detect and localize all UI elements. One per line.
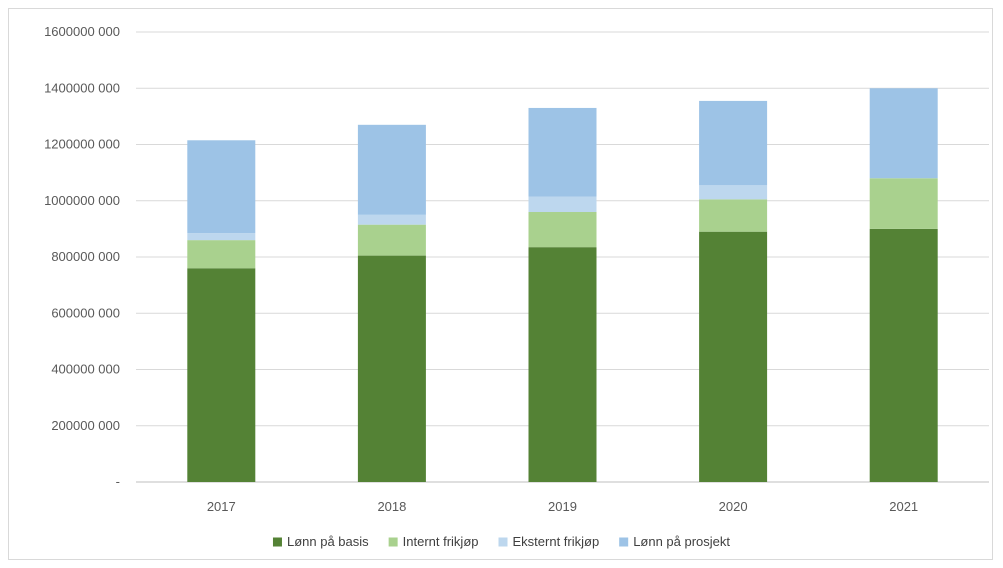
y-tick-label: 400000 000 bbox=[51, 362, 120, 377]
x-tick-label: 2019 bbox=[548, 499, 577, 514]
legend-swatch bbox=[272, 537, 282, 547]
bar-internt-frikjop-2018 bbox=[357, 224, 426, 256]
bar-lonn-pa-basis-2018 bbox=[357, 255, 426, 482]
bar-lonn-pa-prosjekt-2018 bbox=[357, 124, 426, 215]
legend-item-lonn-pa-prosjekt: Lønn på prosjekt bbox=[619, 534, 730, 549]
legend-swatch bbox=[498, 537, 508, 547]
bar-lonn-pa-prosjekt-2021 bbox=[869, 88, 938, 179]
x-tick-label: 2017 bbox=[207, 499, 236, 514]
bar-eksternt-frikjop-2019 bbox=[528, 196, 597, 212]
y-axis-tick-labels: - 200000 000 400000 000 600000 000 800000 00… bbox=[44, 24, 120, 489]
bar-lonn-pa-basis-2021 bbox=[869, 228, 938, 482]
bars bbox=[187, 88, 938, 482]
bar-lonn-pa-basis-2019 bbox=[528, 247, 597, 482]
legend-label: Lønn på basis bbox=[287, 534, 369, 549]
legend-label: Internt frikjøp bbox=[403, 534, 479, 549]
bar-internt-frikjop-2019 bbox=[528, 212, 597, 248]
y-tick-label: - bbox=[116, 474, 120, 489]
stacked-bar-chart: - 200000 000 400000 000 600000 000 800000 00… bbox=[44, 24, 989, 549]
legend-item-eksternt-frikjop: Eksternt frikjøp bbox=[498, 534, 600, 549]
bar-internt-frikjop-2021 bbox=[869, 178, 938, 229]
y-tick-label: 200000 000 bbox=[51, 418, 120, 433]
legend: Lønn på basis Internt frikjøp Eksternt fri… bbox=[272, 534, 730, 549]
bar-lonn-pa-basis-2020 bbox=[699, 231, 768, 482]
legend-swatch bbox=[619, 537, 629, 547]
y-tick-label: 1000000 000 bbox=[44, 193, 120, 208]
x-tick-label: 2020 bbox=[719, 499, 748, 514]
bar-eksternt-frikjop-2018 bbox=[357, 214, 426, 225]
bar-lonn-pa-prosjekt-2020 bbox=[699, 100, 768, 186]
x-tick-label: 2021 bbox=[889, 499, 918, 514]
bar-internt-frikjop-2017 bbox=[187, 240, 256, 269]
legend-item-lonn-pa-basis: Lønn på basis bbox=[272, 534, 369, 549]
x-axis-tick-labels: 2017 2018 2019 2020 2021 bbox=[207, 499, 918, 514]
legend-item-internt-frikjop: Internt frikjøp bbox=[388, 534, 479, 549]
y-tick-label: 1200000 000 bbox=[44, 137, 120, 152]
legend-label: Eksternt frikjøp bbox=[513, 534, 600, 549]
legend-label: Lønn på prosjekt bbox=[633, 534, 730, 549]
y-tick-label: 1600000 000 bbox=[44, 24, 120, 39]
bar-internt-frikjop-2020 bbox=[699, 199, 768, 232]
y-tick-label: 600000 000 bbox=[51, 305, 120, 320]
y-tick-label: 800000 000 bbox=[51, 249, 120, 264]
x-tick-label: 2018 bbox=[377, 499, 406, 514]
bar-lonn-pa-basis-2017 bbox=[187, 268, 256, 482]
chart-area: - 200000 000 400000 000 600000 000 800000 00… bbox=[8, 8, 993, 560]
bar-lonn-pa-prosjekt-2019 bbox=[528, 107, 597, 197]
y-tick-label: 1400000 000 bbox=[44, 80, 120, 95]
legend-swatch bbox=[388, 537, 398, 547]
bar-lonn-pa-prosjekt-2017 bbox=[187, 140, 256, 234]
bar-eksternt-frikjop-2017 bbox=[187, 233, 256, 241]
bar-eksternt-frikjop-2020 bbox=[699, 185, 768, 200]
